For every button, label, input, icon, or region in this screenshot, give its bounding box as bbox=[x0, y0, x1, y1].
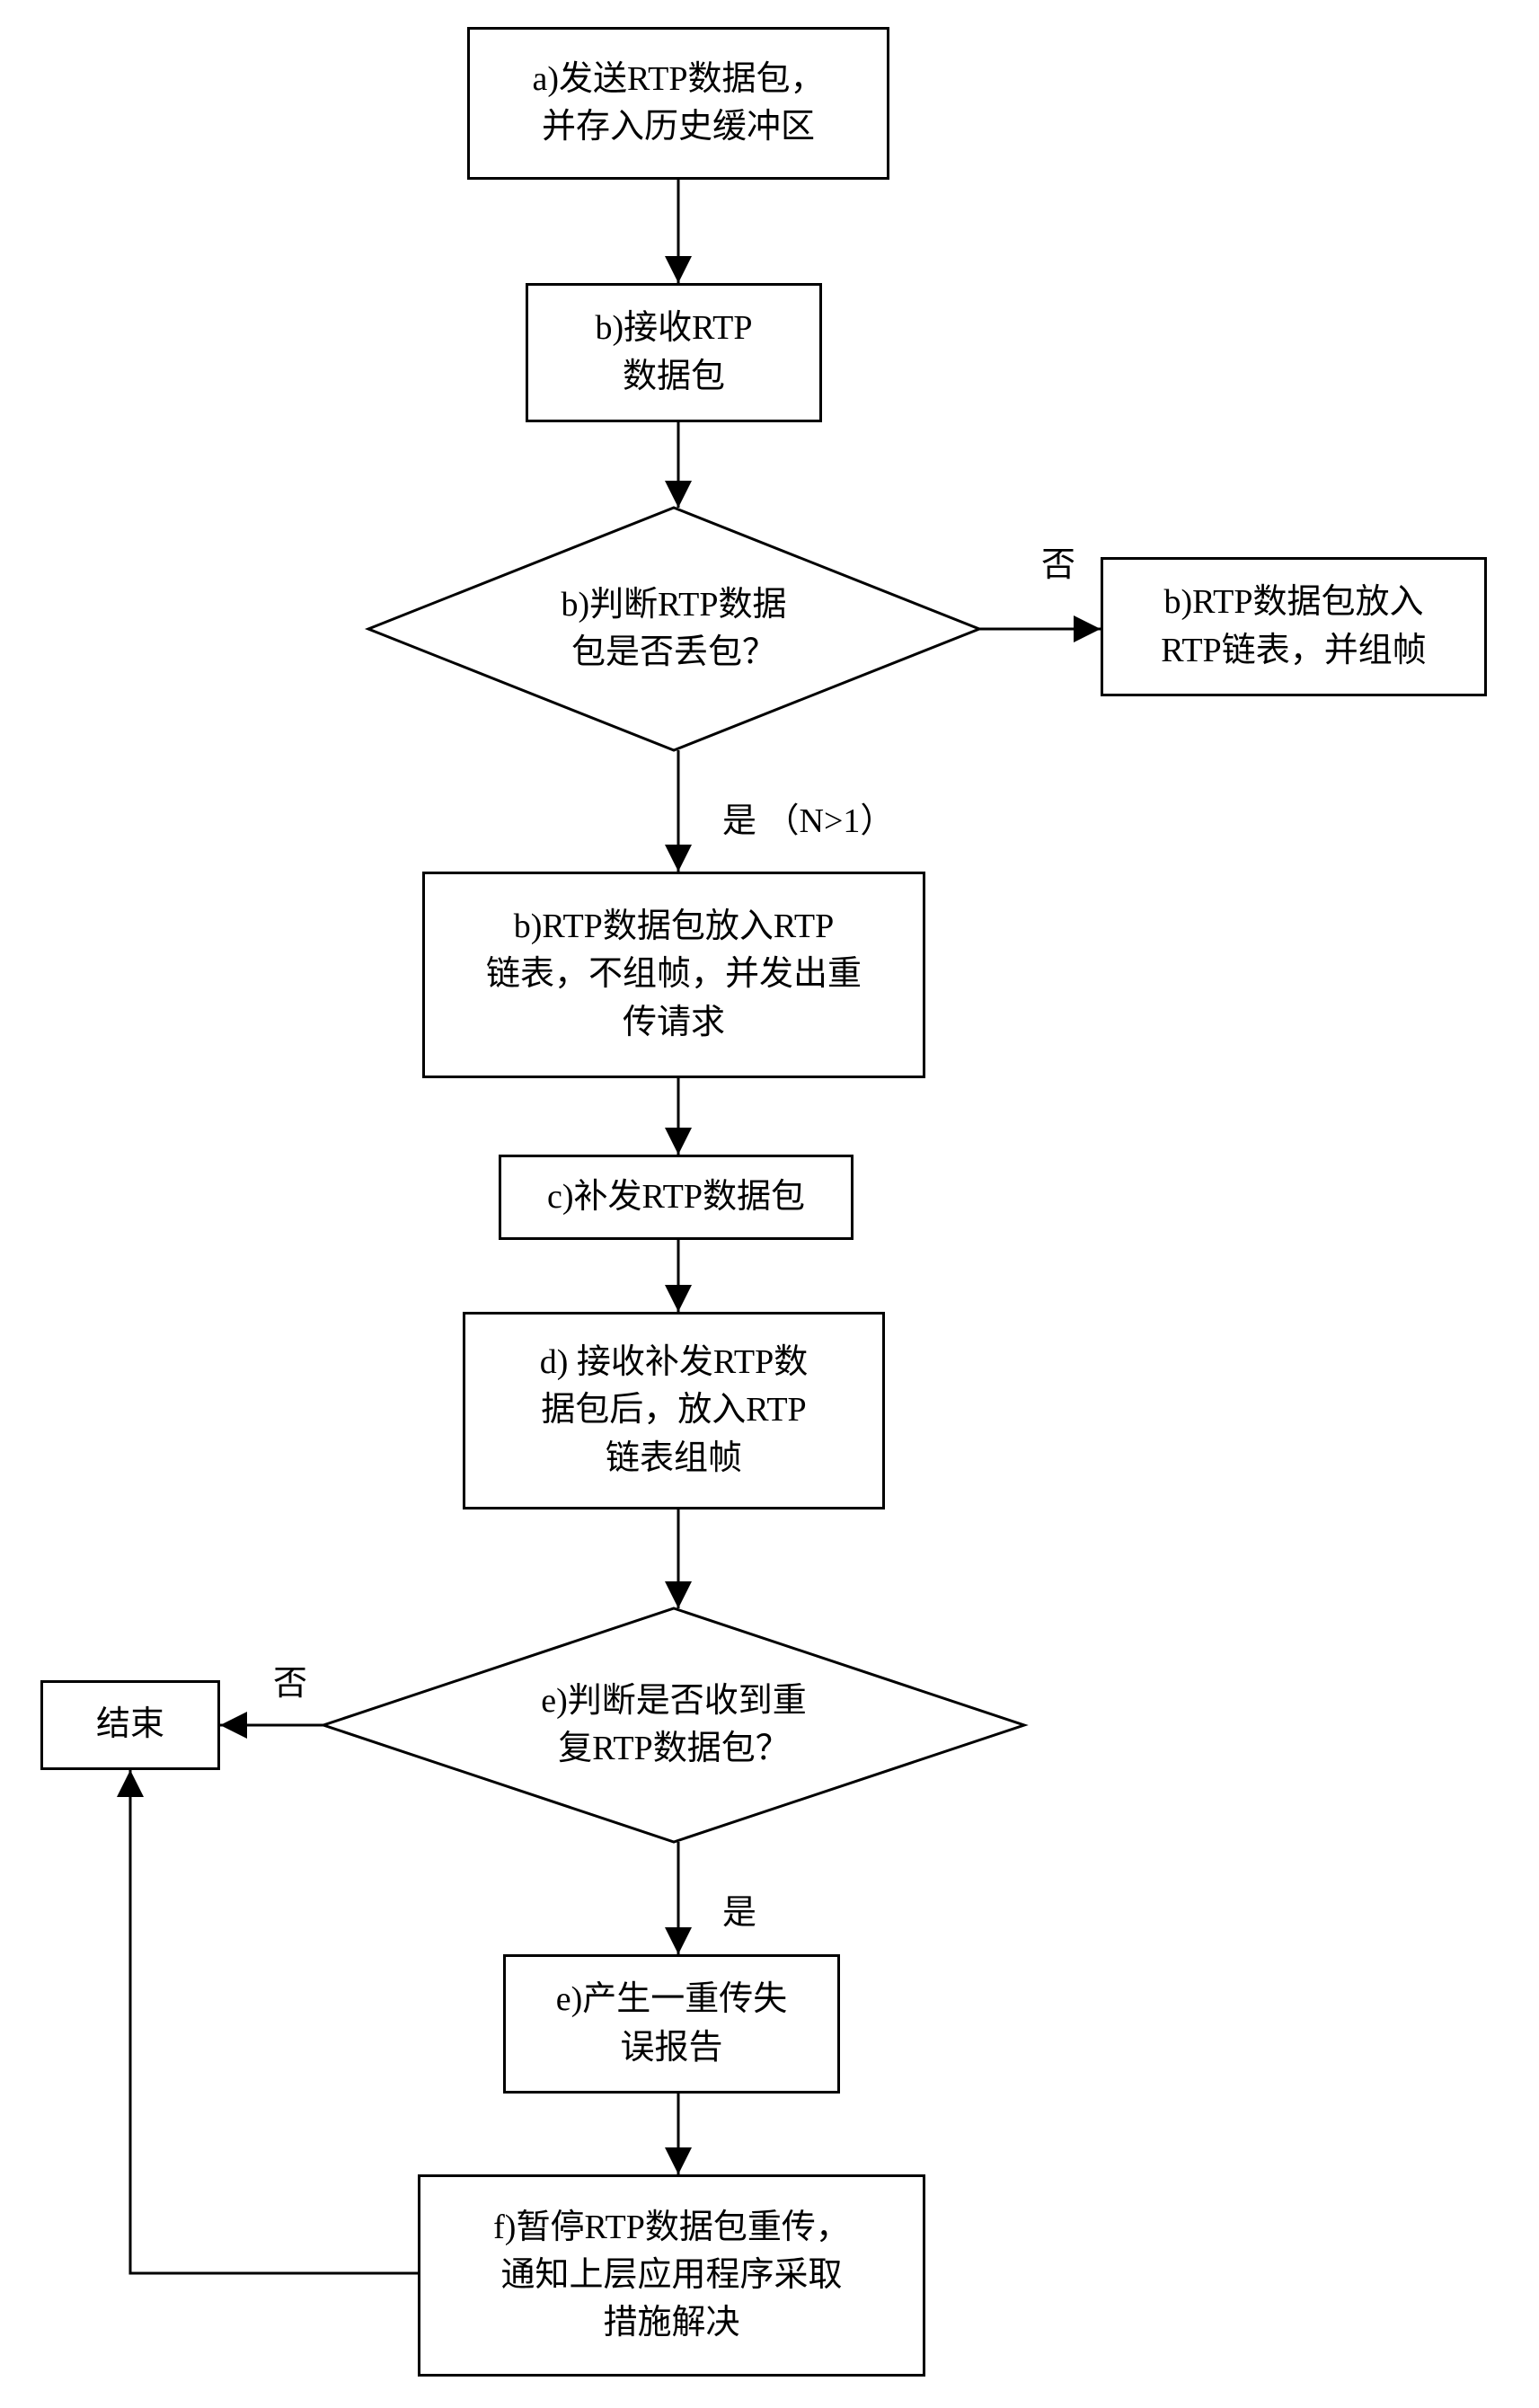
node-d2-label: e)判断是否收到重复RTP数据包？ bbox=[323, 1608, 1024, 1842]
node-e: e)产生一重传失误报告 bbox=[503, 1954, 840, 2094]
node-b2-label: b)RTP数据包放入RTP链表，并组帧 bbox=[1161, 579, 1426, 674]
node-end-label: 结束 bbox=[96, 1701, 164, 1748]
node-b2: b)RTP数据包放入RTP链表，并组帧 bbox=[1101, 557, 1487, 696]
node-c-label: c)补发RTP数据包 bbox=[547, 1173, 805, 1221]
node-end: 结束 bbox=[40, 1680, 220, 1770]
node-b1: b)接收RTP数据包 bbox=[526, 283, 822, 422]
node-f-label: f)暂停RTP数据包重传，通知上层应用程序采取措施解决 bbox=[493, 2204, 850, 2348]
node-c: c)补发RTP数据包 bbox=[499, 1155, 854, 1240]
node-e-label: e)产生一重传失误报告 bbox=[556, 1976, 788, 2071]
node-a: a)发送RTP数据包，并存入历史缓冲区 bbox=[467, 27, 889, 180]
edge-label-d2-e: 是 bbox=[719, 1882, 760, 1935]
edge-label-d1-b2: 否 bbox=[1038, 535, 1079, 588]
flowchart-canvas: a)发送RTP数据包，并存入历史缓冲区 b)接收RTP数据包 b)判断RTP数据包是… bbox=[0, 0, 1539, 2408]
edge-label-d2-end: 否 bbox=[270, 1653, 311, 1706]
node-b1-label: b)接收RTP数据包 bbox=[595, 305, 752, 400]
node-b3: b)RTP数据包放入RTP链表，不组帧，并发出重传请求 bbox=[422, 872, 925, 1078]
node-a-label: a)发送RTP数据包，并存入历史缓冲区 bbox=[533, 56, 825, 151]
node-d1-label: b)判断RTP数据包是否丢包？ bbox=[368, 508, 979, 750]
node-d-label: d) 接收补发RTP数据包后，放入RTP链表组帧 bbox=[540, 1339, 809, 1483]
node-f: f)暂停RTP数据包重传，通知上层应用程序采取措施解决 bbox=[418, 2174, 925, 2377]
node-d: d) 接收补发RTP数据包后，放入RTP链表组帧 bbox=[463, 1312, 885, 1509]
edge-f-end bbox=[130, 1770, 418, 2273]
edge-label-d1-b3: 是 （N>1） bbox=[719, 791, 898, 844]
node-b3-label: b)RTP数据包放入RTP链表，不组帧，并发出重传请求 bbox=[486, 903, 862, 1047]
